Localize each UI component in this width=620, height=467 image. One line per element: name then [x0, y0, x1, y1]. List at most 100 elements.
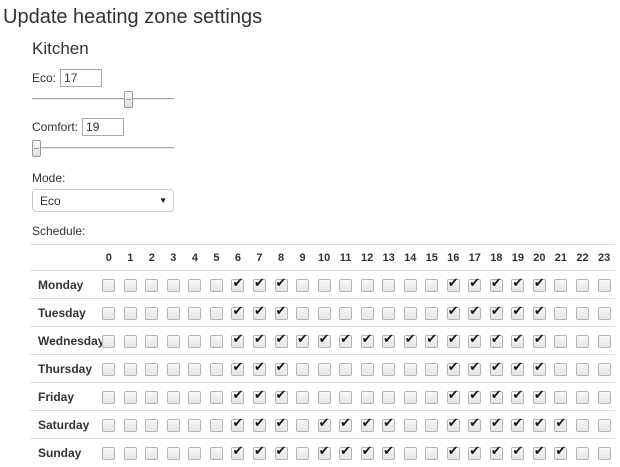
checkbox-friday-17[interactable] [468, 388, 482, 404]
checkbox-sunday-23[interactable] [597, 446, 611, 460]
checkbox-friday-9[interactable] [296, 390, 310, 404]
checkbox-monday-1[interactable] [123, 278, 137, 292]
checkbox-tuesday-11[interactable] [339, 306, 353, 320]
checkbox-saturday-4[interactable] [188, 418, 202, 432]
checkbox-sunday-7[interactable] [252, 444, 266, 460]
checkbox-saturday-6[interactable] [231, 416, 245, 432]
checkbox-tuesday-13[interactable] [382, 306, 396, 320]
checkbox-tuesday-23[interactable] [597, 306, 611, 320]
checkbox-thursday-6[interactable] [231, 360, 245, 376]
checkbox-saturday-2[interactable] [145, 418, 159, 432]
checkbox-wednesday-0[interactable] [102, 334, 116, 348]
checkbox-tuesday-12[interactable] [360, 306, 374, 320]
checkbox-thursday-15[interactable] [425, 362, 439, 376]
checkbox-sunday-19[interactable] [511, 444, 525, 460]
checkbox-tuesday-8[interactable] [274, 304, 288, 320]
eco-slider[interactable] [32, 91, 174, 108]
checkbox-thursday-9[interactable] [296, 362, 310, 376]
checkbox-saturday-13[interactable] [382, 416, 396, 432]
checkbox-thursday-14[interactable] [403, 362, 417, 376]
checkbox-friday-16[interactable] [446, 388, 460, 404]
checkbox-wednesday-9[interactable] [296, 332, 310, 348]
comfort-input[interactable] [82, 118, 125, 136]
checkbox-monday-3[interactable] [166, 278, 180, 292]
checkbox-saturday-16[interactable] [446, 416, 460, 432]
checkbox-sunday-0[interactable] [102, 446, 116, 460]
checkbox-sunday-21[interactable] [554, 444, 568, 460]
checkbox-tuesday-21[interactable] [554, 306, 568, 320]
checkbox-monday-11[interactable] [339, 278, 353, 292]
checkbox-thursday-20[interactable] [532, 360, 546, 376]
checkbox-monday-23[interactable] [597, 278, 611, 292]
checkbox-thursday-7[interactable] [252, 360, 266, 376]
checkbox-friday-18[interactable] [489, 388, 503, 404]
checkbox-friday-2[interactable] [145, 390, 159, 404]
checkbox-thursday-3[interactable] [166, 362, 180, 376]
checkbox-tuesday-17[interactable] [468, 304, 482, 320]
checkbox-saturday-8[interactable] [274, 416, 288, 432]
checkbox-monday-10[interactable] [317, 278, 331, 292]
checkbox-monday-5[interactable] [209, 278, 223, 292]
comfort-slider[interactable] [32, 140, 174, 157]
checkbox-sunday-17[interactable] [468, 444, 482, 460]
checkbox-tuesday-20[interactable] [532, 304, 546, 320]
checkbox-saturday-5[interactable] [209, 418, 223, 432]
checkbox-saturday-21[interactable] [554, 416, 568, 432]
checkbox-sunday-20[interactable] [532, 444, 546, 460]
checkbox-thursday-16[interactable] [446, 360, 460, 376]
checkbox-saturday-10[interactable] [317, 416, 331, 432]
checkbox-tuesday-6[interactable] [231, 304, 245, 320]
checkbox-saturday-17[interactable] [468, 416, 482, 432]
checkbox-tuesday-2[interactable] [145, 306, 159, 320]
checkbox-friday-20[interactable] [532, 388, 546, 404]
checkbox-tuesday-16[interactable] [446, 304, 460, 320]
checkbox-tuesday-22[interactable] [575, 306, 589, 320]
checkbox-wednesday-22[interactable] [575, 334, 589, 348]
checkbox-saturday-14[interactable] [403, 418, 417, 432]
checkbox-monday-22[interactable] [575, 278, 589, 292]
checkbox-friday-5[interactable] [209, 390, 223, 404]
checkbox-thursday-4[interactable] [188, 362, 202, 376]
checkbox-sunday-12[interactable] [360, 444, 374, 460]
checkbox-thursday-2[interactable] [145, 362, 159, 376]
checkbox-friday-14[interactable] [403, 390, 417, 404]
checkbox-wednesday-2[interactable] [145, 334, 159, 348]
mode-select[interactable]: Eco [32, 189, 174, 212]
checkbox-sunday-8[interactable] [274, 444, 288, 460]
checkbox-tuesday-7[interactable] [252, 304, 266, 320]
checkbox-thursday-12[interactable] [360, 362, 374, 376]
checkbox-friday-11[interactable] [339, 390, 353, 404]
checkbox-saturday-1[interactable] [123, 418, 137, 432]
checkbox-monday-17[interactable] [468, 276, 482, 292]
checkbox-sunday-5[interactable] [209, 446, 223, 460]
comfort-slider-thumb[interactable] [32, 140, 41, 157]
checkbox-monday-18[interactable] [489, 276, 503, 292]
checkbox-sunday-16[interactable] [446, 444, 460, 460]
checkbox-monday-12[interactable] [360, 278, 374, 292]
checkbox-monday-0[interactable] [102, 278, 116, 292]
checkbox-tuesday-5[interactable] [209, 306, 223, 320]
checkbox-sunday-3[interactable] [166, 446, 180, 460]
checkbox-wednesday-21[interactable] [554, 334, 568, 348]
checkbox-tuesday-18[interactable] [489, 304, 503, 320]
checkbox-sunday-11[interactable] [339, 444, 353, 460]
checkbox-friday-8[interactable] [274, 388, 288, 404]
checkbox-friday-4[interactable] [188, 390, 202, 404]
checkbox-wednesday-3[interactable] [166, 334, 180, 348]
checkbox-monday-8[interactable] [274, 276, 288, 292]
checkbox-friday-23[interactable] [597, 390, 611, 404]
checkbox-monday-2[interactable] [145, 278, 159, 292]
checkbox-monday-13[interactable] [382, 278, 396, 292]
checkbox-saturday-18[interactable] [489, 416, 503, 432]
checkbox-tuesday-0[interactable] [102, 306, 116, 320]
checkbox-thursday-22[interactable] [575, 362, 589, 376]
checkbox-tuesday-19[interactable] [511, 304, 525, 320]
checkbox-friday-10[interactable] [317, 390, 331, 404]
checkbox-saturday-9[interactable] [296, 418, 310, 432]
checkbox-monday-9[interactable] [296, 278, 310, 292]
checkbox-saturday-22[interactable] [575, 418, 589, 432]
checkbox-sunday-18[interactable] [489, 444, 503, 460]
checkbox-sunday-14[interactable] [403, 446, 417, 460]
checkbox-friday-22[interactable] [575, 390, 589, 404]
checkbox-thursday-18[interactable] [489, 360, 503, 376]
